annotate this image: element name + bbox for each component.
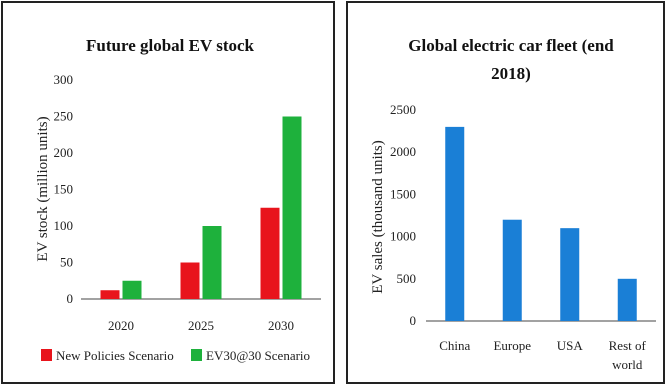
bar-2020-new-policies	[100, 290, 120, 299]
x-tick-label: China	[439, 338, 470, 353]
bar-rest-of-world	[617, 278, 637, 321]
y-tick-label: 1500	[390, 186, 416, 201]
x-tick-label: USA	[557, 338, 584, 353]
electric-car-fleet-chart-panel: Global electric car fleet (end 2018) EV sa…	[346, 1, 665, 384]
legend-label: EV30@30 Scenario	[206, 348, 310, 363]
bar-china	[445, 126, 465, 321]
y-tick-label: 0	[67, 291, 74, 306]
x-tick-label: 2020	[108, 318, 134, 333]
y-axis-label: EV stock (million units)	[35, 116, 51, 261]
chart-title-line: 2018)	[491, 64, 531, 83]
ev-stock-chart-panel: Future global EV stock EV stock (million …	[1, 1, 335, 384]
y-tick-label: 2000	[390, 144, 416, 159]
y-tick-label: 500	[397, 271, 417, 286]
y-tick-label: 200	[54, 145, 74, 160]
ev-stock-chart: Future global EV stock EV stock (million …	[35, 36, 321, 363]
x-tick-label: 2025	[188, 318, 214, 333]
chart-title-line: Global electric car fleet (end	[408, 36, 614, 55]
y-tick-label: 300	[54, 72, 74, 87]
y-tick-label: 50	[60, 255, 73, 270]
chart-title: Future global EV stock	[86, 36, 255, 55]
x-tick-label: Rest of	[609, 338, 647, 353]
y-tick-label: 250	[54, 109, 74, 124]
bar-europe	[502, 219, 522, 321]
bar-usa	[560, 228, 580, 321]
legend-label: New Policies Scenario	[56, 348, 174, 363]
y-tick-label: 2500	[390, 102, 416, 117]
electric-car-fleet-chart: Global electric car fleet (end 2018) EV sa…	[370, 36, 656, 372]
x-tick-label: Europe	[493, 338, 531, 353]
y-tick-label: 0	[410, 313, 417, 328]
bar-2030-ev30at30	[282, 116, 302, 299]
y-tick-label: 1000	[390, 229, 416, 244]
bar-2020-ev30at30	[122, 280, 142, 299]
bar-2025-new-policies	[180, 262, 200, 299]
x-tick-label: 2030	[268, 318, 294, 333]
y-axis-label: EV sales (thousand units)	[370, 140, 386, 293]
bar-2030-new-policies	[260, 207, 280, 299]
legend-swatch-new-policies	[41, 349, 52, 361]
x-tick-label: world	[612, 357, 643, 372]
bar-2025-ev30at30	[202, 226, 222, 299]
y-tick-label: 150	[54, 182, 74, 197]
y-tick-label: 100	[54, 218, 74, 233]
legend-swatch-ev30at30	[191, 349, 202, 361]
